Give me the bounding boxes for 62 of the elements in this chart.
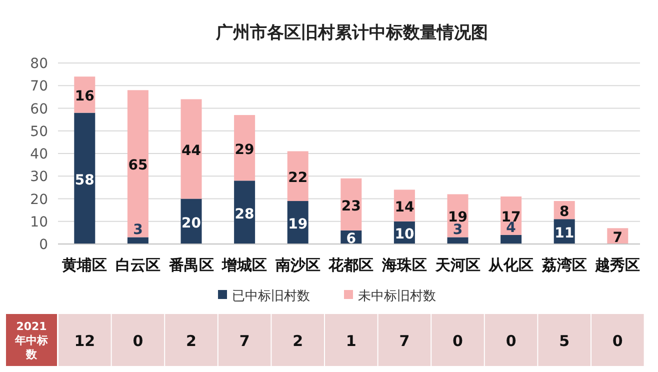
bar xyxy=(234,180,256,244)
chart-title: 广州市各区旧村累计中标数量情况图 xyxy=(215,23,488,43)
data-label: 3 xyxy=(133,222,143,238)
data-label: 7 xyxy=(399,332,410,350)
data-label: 19 xyxy=(288,216,308,233)
bar xyxy=(74,112,96,244)
x-tick-label: 白云区 xyxy=(115,256,160,274)
data-label: 8 xyxy=(559,204,570,220)
data-label: 58 xyxy=(74,172,94,188)
data-label: 1 xyxy=(346,332,356,350)
y-tick-label: 50 xyxy=(30,124,48,140)
x-tick-label: 荔湾区 xyxy=(540,256,587,274)
x-tick-label: 黄埔区 xyxy=(61,256,108,274)
y-tick-label: 0 xyxy=(39,237,48,253)
bar xyxy=(127,90,148,238)
data-label: 29 xyxy=(234,142,254,158)
bar xyxy=(447,237,468,244)
x-tick-label: 越秀区 xyxy=(594,256,640,274)
data-label: 2 xyxy=(186,332,196,350)
data-label: 0 xyxy=(612,332,623,350)
text: 2021年中标数 xyxy=(14,320,48,361)
data-label: 65 xyxy=(128,158,148,174)
data-label: 7 xyxy=(239,332,250,350)
bar xyxy=(127,237,148,244)
data-label: 22 xyxy=(288,170,308,186)
y-tick-label: 20 xyxy=(30,192,48,208)
data-label: 16 xyxy=(74,88,94,105)
x-tick-label: 南沙区 xyxy=(274,256,320,274)
bar xyxy=(180,99,202,199)
y-tick-label: 60 xyxy=(30,101,48,118)
data-label: 14 xyxy=(394,200,414,216)
data-label: 12 xyxy=(74,332,96,350)
data-label: 7 xyxy=(612,230,623,246)
y-tick-label: 30 xyxy=(30,169,48,186)
legend-label: 已中标旧村数 xyxy=(232,289,310,304)
legend-label: 未中标旧村数 xyxy=(358,289,436,304)
data-label: 0 xyxy=(452,332,463,350)
data-label: 11 xyxy=(554,226,574,242)
data-label: 6 xyxy=(346,231,356,248)
x-tick-label: 天河区 xyxy=(434,256,480,274)
y-tick-label: 10 xyxy=(30,214,48,230)
bar xyxy=(500,234,522,244)
bar xyxy=(234,115,256,181)
bar xyxy=(287,151,308,202)
y-tick-label: 80 xyxy=(30,56,48,72)
data-label: 5 xyxy=(559,332,570,350)
data-label: 20 xyxy=(182,215,202,232)
data-label: 0 xyxy=(506,332,516,350)
data-label: 3 xyxy=(452,222,463,238)
x-tick-label: 增城区 xyxy=(221,256,268,274)
data-label: 23 xyxy=(341,198,361,214)
y-tick-label: 70 xyxy=(30,78,48,95)
y-tick-label: 40 xyxy=(30,146,48,162)
data-label: 2 xyxy=(292,332,304,350)
data-label: 0 xyxy=(132,332,144,350)
x-tick-label: 花都区 xyxy=(328,256,374,274)
x-tick-label: 海珠区 xyxy=(380,256,427,274)
data-label: 28 xyxy=(234,206,254,222)
x-tick-label: 从化区 xyxy=(488,256,534,274)
data-label: 10 xyxy=(394,226,414,243)
x-tick-label: 番禺区 xyxy=(168,256,214,274)
data-label: 44 xyxy=(182,142,202,159)
